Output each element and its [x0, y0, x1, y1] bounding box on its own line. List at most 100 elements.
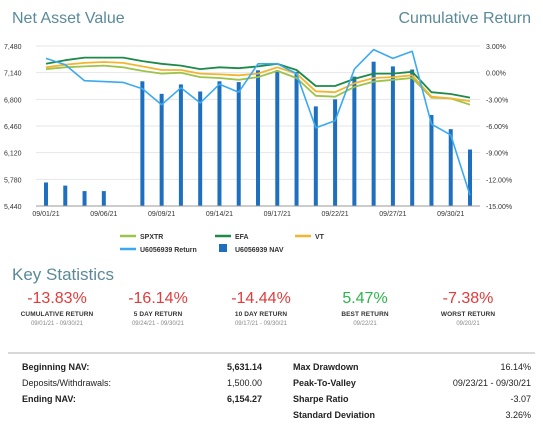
series-line [45, 48, 471, 196]
left-tick-label: 6,460 [4, 124, 22, 131]
legend-label: SPXTR [140, 234, 163, 241]
std-dev-row: Standard Deviation 3.26% [293, 410, 531, 426]
nav-bar [82, 191, 87, 206]
ending-nav-row: Ending NAV: 6,154.27 [22, 394, 262, 410]
right-tick-label: -15.00% [486, 204, 512, 211]
key-statistics-panel: -13.83% CUMULATIVE RETURN 09/01/21 - 09/… [0, 290, 543, 350]
right-tick-label: -9.00% [486, 151, 508, 158]
right-tick-label: 0.00% [486, 71, 506, 78]
std-dev-label: Standard Deviation [293, 410, 376, 420]
legend-label: U6056939 NAV [235, 247, 284, 254]
x-tick-label: 09/06/21 [90, 211, 117, 218]
x-tick-label: 09/14/21 [206, 211, 233, 218]
nav-bar [429, 115, 434, 206]
section-divider [8, 352, 535, 354]
beginning-nav-row: Beginning NAV: 5,631.14 [22, 362, 262, 378]
x-tick-label: 09/01/21 [32, 211, 59, 218]
sharpe-ratio-label: Sharpe Ratio [293, 394, 349, 404]
nav-bar [390, 66, 395, 207]
stat-value: 5.47% [342, 290, 388, 307]
legend-swatch [219, 244, 227, 252]
nav-bar [63, 185, 68, 206]
max-drawdown-value: 16.14% [500, 362, 531, 372]
stat-10-day-return: -14.44% 10 DAY RETURN 09/17/21 - 09/30/2… [216, 290, 306, 327]
beginning-nav-label: Beginning NAV: [22, 362, 90, 372]
nav-bar [178, 84, 183, 206]
right-tick-label: -6.00% [486, 124, 508, 131]
max-drawdown-label: Max Drawdown [293, 362, 359, 372]
stat-dates: 09/17/21 - 09/30/21 [234, 321, 288, 327]
stat-best-return: 5.47% BEST RETURN 09/22/21 [320, 290, 410, 327]
nav-bar [217, 81, 222, 206]
stat-dates: 09/20/21 [456, 321, 480, 327]
peak-to-valley-value: 09/23/21 - 09/30/21 [452, 378, 531, 388]
stat-value: -16.14% [128, 290, 188, 307]
stat-value: -7.38% [442, 290, 494, 307]
stat-value: -13.83% [27, 290, 87, 307]
left-tick-label: 6,800 [4, 97, 22, 104]
nav-bar [333, 99, 338, 206]
nav-bar [352, 76, 357, 207]
nav-bar [198, 91, 203, 206]
nav-chart-title: Net Asset Value [12, 10, 125, 27]
right-tick-label: -3.00% [486, 97, 508, 104]
nav-bar [236, 82, 241, 206]
left-tick-label: 7,140 [4, 71, 22, 78]
series-line [45, 56, 471, 99]
std-dev-value: 3.26% [505, 410, 531, 420]
max-drawdown-row: Max Drawdown 16.14% [293, 362, 531, 378]
x-tick-label: 09/30/21 [437, 211, 464, 218]
x-tick-label: 09/09/21 [148, 211, 175, 218]
peak-to-valley-row: Peak-To-Valley 09/23/21 - 09/30/21 [293, 378, 531, 394]
stat-label: BEST RETURN [341, 311, 389, 318]
x-tick-label: 09/17/21 [264, 211, 291, 218]
nav-bar [313, 106, 318, 206]
right-tick-label: -12.00% [486, 177, 512, 184]
sharpe-ratio-value: -3.07 [510, 394, 531, 404]
left-tick-label: 7,480 [4, 44, 22, 51]
legend-label: EFA [235, 234, 249, 241]
nav-bar [294, 71, 299, 206]
left-tick-label: 5,440 [4, 204, 22, 211]
stat-value: -14.44% [231, 290, 291, 307]
risk-summary: Max Drawdown 16.14% Peak-To-Valley 09/23… [293, 362, 531, 426]
return-chart-title: Cumulative Return [398, 10, 532, 27]
key-statistics-title: Key Statistics [12, 265, 115, 284]
left-tick-label: 5,780 [4, 177, 22, 184]
ending-nav-label: Ending NAV: [22, 394, 76, 404]
deposits-row: Deposits/Withdrawals: 1,500.00 [22, 378, 262, 394]
nav-bar [44, 182, 48, 206]
series-line [45, 61, 471, 102]
nav-bar [468, 149, 472, 206]
stat-dates: 09/24/21 - 09/30/21 [131, 321, 185, 327]
beginning-nav-value: 5,631.14 [226, 362, 262, 372]
nav-bar [410, 69, 415, 206]
nav-summary: Beginning NAV: 5,631.14 Deposits/Withdra… [22, 362, 262, 410]
series-line [45, 64, 471, 106]
left-tick-label: 6,120 [4, 151, 22, 158]
stat-cumulative-return: -13.83% CUMULATIVE RETURN 09/01/21 - 09/… [12, 290, 102, 327]
peak-to-valley-label: Peak-To-Valley [293, 378, 356, 388]
nav-bar [448, 129, 453, 206]
stat-5-day-return: -16.14% 5 DAY RETURN 09/24/21 - 09/30/21 [113, 290, 203, 327]
stat-label: 10 DAY RETURN [234, 311, 288, 318]
nav-bar [101, 191, 106, 206]
nav-return-chart: 7,480 7,140 6,800 6,460 6,120 5,780 5,440 3.00%… [4, 44, 512, 254]
nav-bar [275, 70, 280, 206]
x-tick-label: 09/22/21 [321, 211, 348, 218]
stat-label: WORST RETURN [440, 311, 496, 318]
legend-label: U6056939 Return [140, 247, 197, 254]
stat-label: 5 DAY RETURN [133, 311, 183, 318]
right-tick-label: 3.00% [486, 44, 506, 51]
nav-bar [371, 61, 376, 206]
sharpe-ratio-row: Sharpe Ratio -3.07 [293, 394, 531, 410]
stat-worst-return: -7.38% WORST RETURN 09/20/21 [423, 290, 513, 327]
deposits-value: 1,500.00 [226, 378, 262, 388]
stat-dates: 09/22/21 [353, 321, 377, 327]
nav-bar [159, 93, 164, 206]
stat-label: CUMULATIVE RETURN [20, 311, 94, 318]
stat-dates: 09/01/21 - 09/30/21 [30, 321, 84, 327]
legend-label: VT [315, 234, 325, 241]
x-tick-label: 09/27/21 [379, 211, 406, 218]
nav-bar [140, 81, 145, 206]
